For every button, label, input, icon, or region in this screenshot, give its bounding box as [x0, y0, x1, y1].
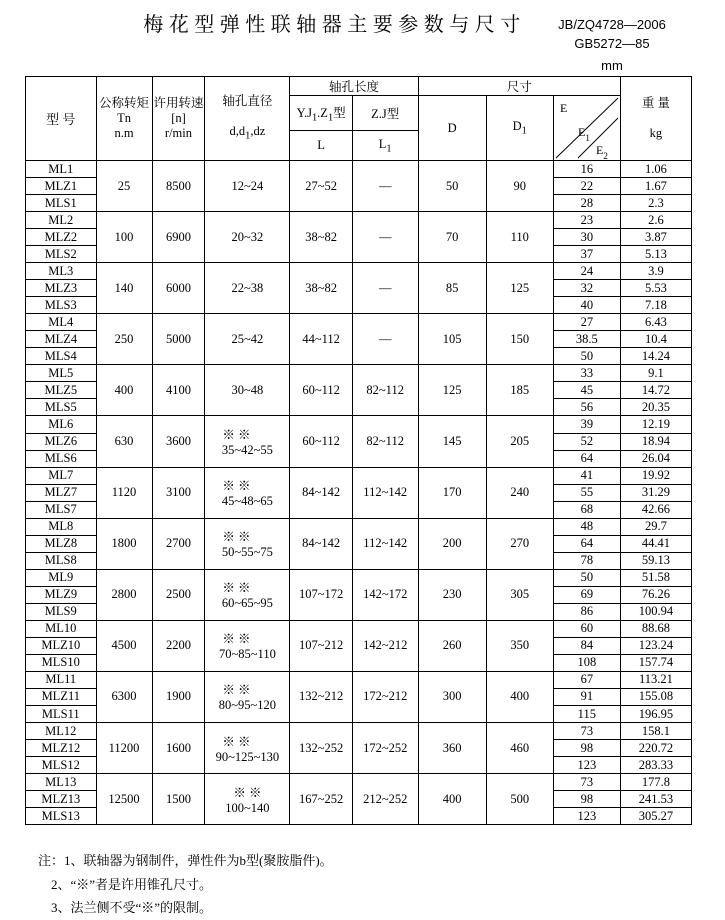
svg-text:E2: E2 [596, 143, 608, 160]
svg-text:E: E [560, 101, 567, 115]
svg-text:E1: E1 [578, 125, 590, 143]
